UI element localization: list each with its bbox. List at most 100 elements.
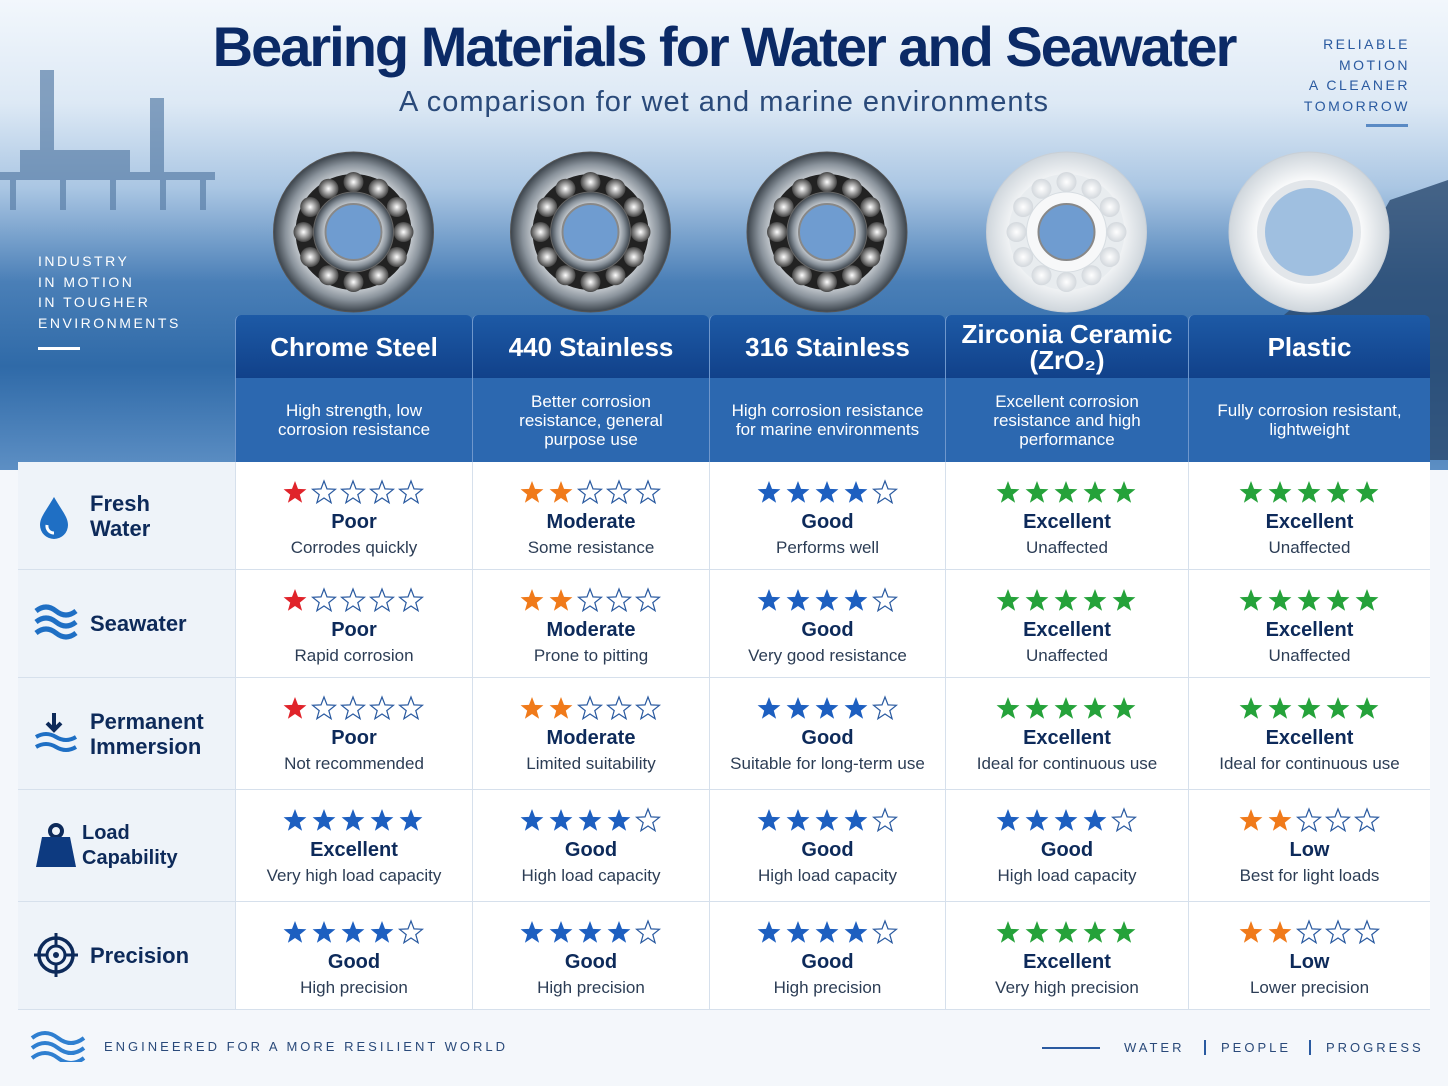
star-filled <box>1239 809 1262 831</box>
star-rating <box>757 807 898 833</box>
row-header: Precision <box>18 902 235 1010</box>
grade: Low <box>1289 951 1330 973</box>
star-filled <box>1083 697 1107 719</box>
star-rating <box>757 695 898 721</box>
ball <box>343 172 364 192</box>
subtitle: A comparison for wet and marine environm… <box>398 86 1050 118</box>
title: Bearing Materials for Water and Seawater <box>212 15 1238 78</box>
ball <box>318 265 339 286</box>
star-empty <box>397 919 425 945</box>
star-empty <box>368 587 396 613</box>
footer-link: PEOPLE <box>1221 1040 1292 1055</box>
tagline-line: TOMORROW <box>1303 97 1410 114</box>
star-rating <box>283 479 425 505</box>
star-filled <box>549 921 573 943</box>
star-filled <box>1083 589 1107 611</box>
star-rating <box>996 481 1136 503</box>
column-header: Zirconia Ceramic (ZrO₂) <box>945 315 1188 378</box>
note: Rapid corrosion <box>294 646 414 665</box>
star-filled <box>1355 481 1378 503</box>
grade: Moderate <box>546 619 636 641</box>
star-filled <box>815 809 838 831</box>
star-filled <box>341 809 365 831</box>
star-rating <box>1239 481 1378 503</box>
star-filled <box>1025 481 1049 503</box>
star-empty <box>605 695 633 721</box>
star-empty <box>1324 919 1351 945</box>
star-filled <box>1112 921 1136 943</box>
star-rating <box>520 919 662 945</box>
row-header: Permanent Immersion <box>18 678 235 790</box>
star-empty <box>368 695 396 721</box>
star-filled <box>844 589 867 611</box>
ball <box>1056 272 1077 292</box>
grade: Excellent <box>1023 951 1111 973</box>
row-icon <box>40 496 68 539</box>
star-filled <box>520 697 544 719</box>
logo <box>30 1031 86 1062</box>
ball <box>1056 172 1077 192</box>
star-filled <box>1239 921 1262 943</box>
ball <box>343 272 364 292</box>
star-empty <box>339 587 367 613</box>
grade: Good <box>801 951 854 973</box>
cell: Low Lower precision <box>1188 902 1430 1010</box>
grade: Moderate <box>546 511 636 533</box>
cell: Good High precision <box>472 902 709 1010</box>
star-filled <box>1054 921 1078 943</box>
star-filled <box>607 921 631 943</box>
star-empty <box>310 695 338 721</box>
grade: Excellent <box>310 839 398 861</box>
cell: Excellent Ideal for continuous use <box>1188 678 1430 790</box>
star-filled <box>578 921 602 943</box>
ball <box>1031 178 1052 199</box>
note: Very high precision <box>995 978 1139 997</box>
grade: Good <box>564 839 618 861</box>
star-rating <box>757 587 898 613</box>
note: Very good resistance <box>748 646 907 665</box>
ball <box>555 178 576 199</box>
ball <box>860 247 881 267</box>
star-filled <box>1054 481 1078 503</box>
ball <box>605 178 626 199</box>
star-rating <box>996 697 1136 719</box>
star-empty <box>634 695 662 721</box>
star-filled <box>1297 589 1320 611</box>
star-filled <box>549 809 573 831</box>
star-rating <box>520 695 662 721</box>
star-empty <box>1110 807 1138 833</box>
ball <box>1006 222 1027 242</box>
bearing <box>986 151 1147 313</box>
tagline-right: RELIABLE MOTION A CLEANER TOMORROW <box>1304 34 1410 116</box>
cell: Good High precision <box>235 902 472 1010</box>
bore <box>1037 203 1096 261</box>
star-filled <box>786 921 809 943</box>
star-filled <box>1112 697 1136 719</box>
star-empty <box>576 479 604 505</box>
star-filled <box>996 921 1020 943</box>
star-filled <box>1112 481 1136 503</box>
ball <box>817 172 837 192</box>
star-rating <box>283 695 425 721</box>
note: Best for light loads <box>1239 866 1380 885</box>
ball <box>530 222 551 242</box>
cell: Poor Not recommended <box>235 678 472 790</box>
bearing <box>273 151 434 313</box>
star-filled <box>578 809 602 831</box>
star-empty <box>634 807 662 833</box>
star-filled <box>520 809 544 831</box>
column-description: High corrosion resistance for marine env… <box>709 378 945 462</box>
ball <box>773 197 794 217</box>
footer-link: WATER <box>1124 1040 1185 1055</box>
star-empty <box>1353 919 1380 945</box>
bearings <box>273 151 1390 313</box>
grade: Excellent <box>1265 727 1354 749</box>
star-rating <box>1239 697 1378 719</box>
star-filled <box>1083 481 1107 503</box>
star-filled <box>1083 809 1107 831</box>
note: High precision <box>773 978 882 997</box>
star-filled <box>1054 809 1078 831</box>
cell: Excellent Very high precision <box>945 902 1188 1010</box>
star-filled <box>283 921 307 943</box>
star-empty <box>397 695 425 721</box>
